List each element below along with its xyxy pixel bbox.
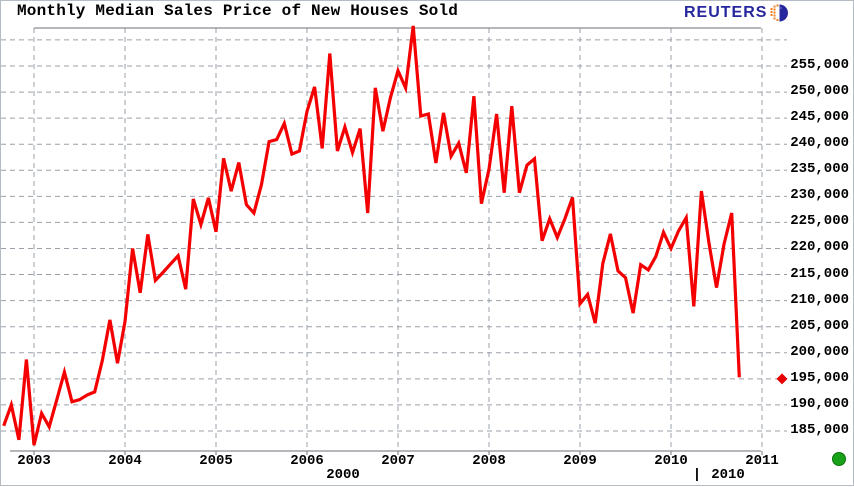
- y-axis-label: 245,000: [790, 109, 849, 126]
- x-axis-label: 2009: [563, 453, 597, 469]
- y-axis-label: 230,000: [790, 187, 849, 204]
- y-axis-label: 205,000: [790, 317, 849, 334]
- price-series-line: [2, 25, 741, 446]
- x-axis-label: 2004: [108, 453, 142, 469]
- decade-divider: |: [692, 467, 702, 483]
- x-axis-label: 2003: [17, 453, 51, 469]
- y-axis-label: 235,000: [790, 161, 849, 178]
- y-axis-label: 225,000: [790, 213, 849, 230]
- y-axis-label: 215,000: [790, 265, 849, 282]
- decade-label-2000: 2000: [326, 467, 360, 483]
- median-price-polyline: [2, 25, 741, 446]
- y-axis-label: 195,000: [790, 369, 849, 386]
- y-axis-label: 220,000: [790, 239, 849, 256]
- y-axis-label: 250,000: [790, 83, 849, 100]
- chart-title: Monthly Median Sales Price of New Houses…: [17, 2, 459, 20]
- x-axis-label: 2005: [199, 453, 233, 469]
- last-value-marker: [776, 373, 788, 385]
- plot-frame: [10, 27, 763, 455]
- status-dot-icon: [832, 452, 846, 466]
- y-axis-label: 240,000: [790, 135, 849, 152]
- y-axis-label: 255,000: [790, 57, 849, 73]
- x-axis-label: 2007: [381, 453, 415, 469]
- green-status-dot-icon: [832, 452, 846, 466]
- x-axis-label: 2011: [745, 453, 779, 469]
- x-axis-label: 2008: [472, 453, 506, 469]
- reuters-wordmark: REUTERS: [684, 4, 768, 21]
- y-axis-label: 185,000: [790, 421, 849, 438]
- gridlines: [1, 28, 787, 451]
- decade-label-2010: 2010: [711, 467, 745, 483]
- x-axis-label: 2006: [290, 453, 324, 469]
- x-axis-label: 2010: [654, 453, 688, 469]
- reuters-dotted-globe-icon: [770, 4, 789, 22]
- y-axis-label: 190,000: [790, 395, 849, 412]
- y-axis-label: 210,000: [790, 291, 849, 308]
- reuters-logo: REUTERS: [684, 4, 790, 22]
- y-axis-label: 200,000: [790, 343, 849, 360]
- last-value-diamond-icon: [776, 373, 788, 385]
